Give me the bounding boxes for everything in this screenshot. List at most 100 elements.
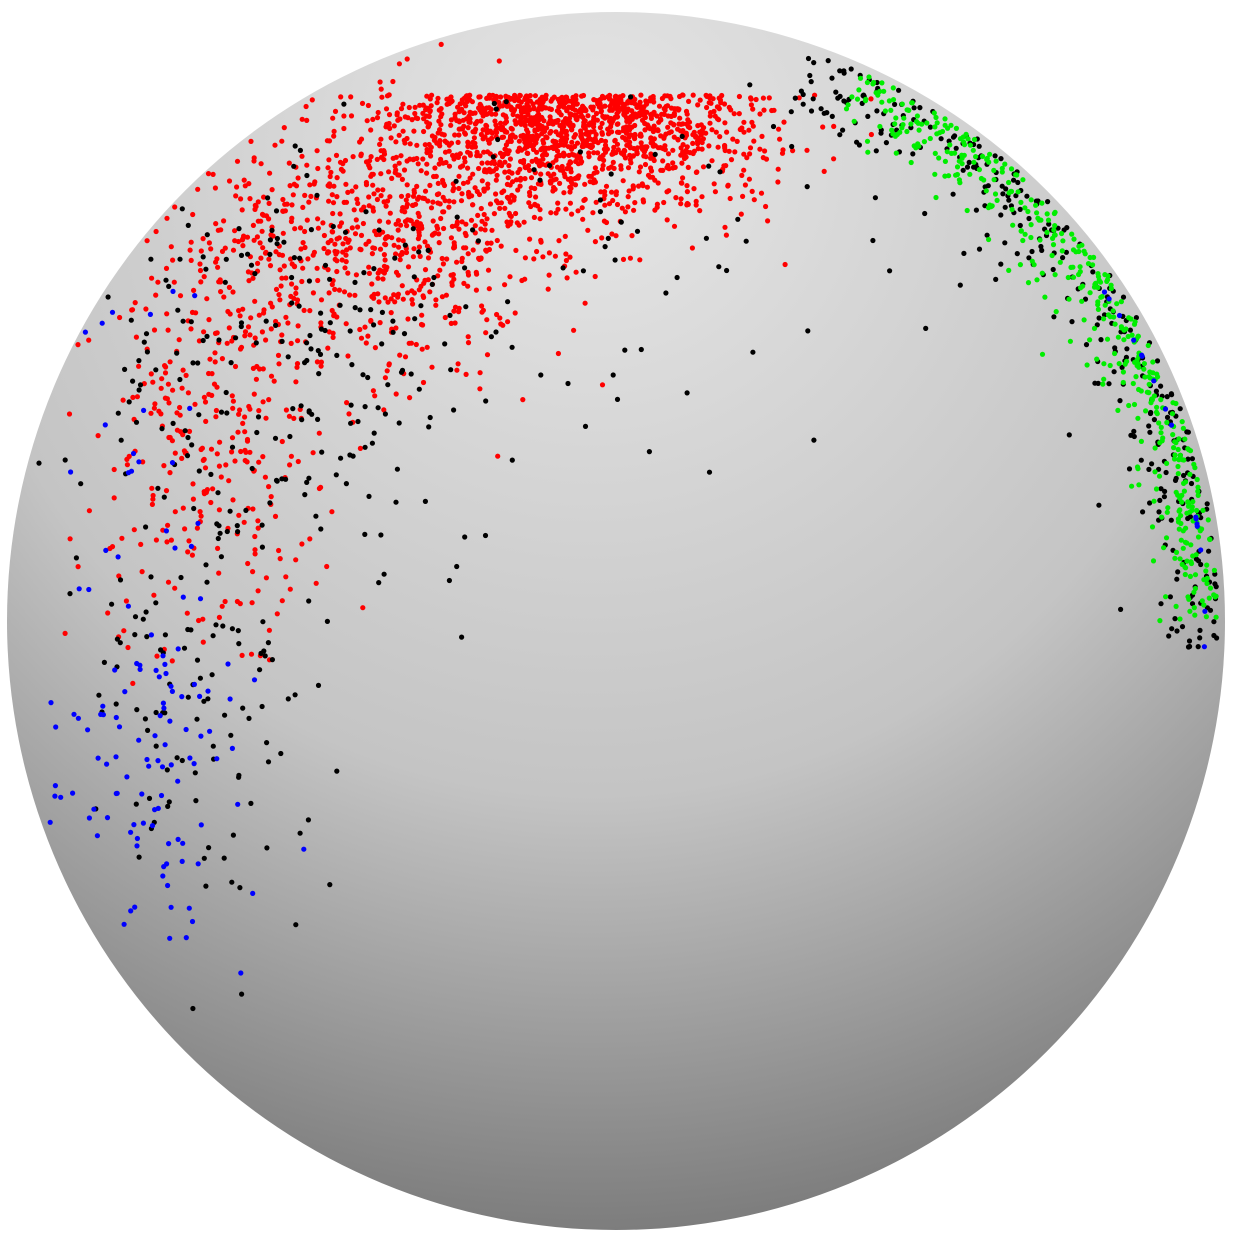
black-point bbox=[427, 414, 433, 421]
blue-point bbox=[180, 594, 186, 600]
green-point bbox=[1115, 334, 1121, 340]
black-point bbox=[365, 374, 371, 381]
black-point bbox=[1017, 222, 1023, 229]
red-point bbox=[502, 205, 508, 211]
red-point bbox=[295, 323, 301, 329]
black-point bbox=[538, 372, 544, 378]
red-point bbox=[508, 125, 514, 131]
red-point bbox=[602, 142, 609, 148]
red-point bbox=[525, 111, 531, 117]
black-point bbox=[1069, 319, 1075, 325]
red-point bbox=[691, 186, 697, 192]
red-point bbox=[155, 279, 161, 285]
red-point bbox=[242, 333, 248, 339]
red-point bbox=[742, 182, 749, 188]
red-point bbox=[138, 541, 144, 548]
black-point bbox=[285, 354, 291, 360]
black-point bbox=[491, 100, 497, 107]
red-point bbox=[734, 138, 740, 144]
red-point bbox=[354, 196, 360, 202]
black-point bbox=[1096, 315, 1102, 321]
black-point bbox=[315, 682, 322, 689]
red-point bbox=[543, 92, 549, 98]
red-point bbox=[255, 218, 261, 224]
green-point bbox=[919, 121, 925, 127]
black-point bbox=[291, 163, 297, 169]
black-point bbox=[137, 382, 144, 388]
red-point bbox=[609, 231, 615, 237]
red-point bbox=[242, 429, 248, 435]
green-point bbox=[1182, 539, 1189, 545]
red-point bbox=[246, 181, 252, 187]
black-point bbox=[908, 125, 914, 131]
red-point bbox=[741, 119, 747, 125]
black-point bbox=[287, 433, 293, 440]
red-point bbox=[218, 474, 224, 480]
red-point bbox=[263, 575, 269, 581]
red-point bbox=[567, 254, 573, 260]
black-point bbox=[1163, 469, 1169, 476]
black-point bbox=[220, 623, 226, 629]
red-point bbox=[641, 113, 648, 119]
red-point bbox=[274, 611, 280, 617]
red-point bbox=[383, 242, 389, 248]
black-point bbox=[1119, 364, 1125, 370]
red-point bbox=[332, 108, 339, 114]
black-point bbox=[1179, 624, 1186, 630]
red-point bbox=[613, 233, 619, 239]
red-point bbox=[182, 526, 188, 532]
blue-point bbox=[115, 554, 121, 560]
black-point bbox=[1213, 584, 1219, 590]
red-point bbox=[124, 462, 130, 468]
green-point bbox=[1018, 199, 1024, 205]
red-point bbox=[427, 289, 433, 295]
blue-point bbox=[146, 763, 152, 769]
black-point bbox=[390, 318, 396, 324]
black-point bbox=[174, 350, 180, 356]
black-point bbox=[227, 508, 233, 514]
black-point bbox=[597, 209, 604, 215]
red-point bbox=[496, 58, 502, 64]
red-point bbox=[611, 144, 617, 150]
red-point bbox=[516, 138, 523, 144]
red-point bbox=[438, 41, 444, 48]
red-point bbox=[760, 95, 767, 101]
green-point bbox=[1082, 251, 1088, 257]
red-point bbox=[569, 139, 575, 145]
red-point bbox=[405, 193, 411, 199]
red-point bbox=[513, 177, 520, 183]
blue-point bbox=[197, 693, 203, 700]
red-point bbox=[343, 199, 350, 205]
black-point bbox=[132, 632, 138, 638]
green-point bbox=[965, 136, 971, 142]
red-point bbox=[380, 187, 386, 193]
green-point bbox=[1181, 480, 1187, 486]
blue-point bbox=[1151, 378, 1157, 384]
red-point bbox=[337, 211, 343, 217]
red-point bbox=[437, 201, 443, 207]
red-point bbox=[534, 116, 541, 122]
red-point bbox=[462, 101, 468, 107]
red-point bbox=[289, 215, 295, 221]
black-point bbox=[982, 184, 988, 190]
red-point bbox=[302, 228, 308, 235]
blue-point bbox=[95, 755, 101, 761]
black-point bbox=[229, 444, 236, 450]
red-point bbox=[297, 225, 304, 231]
black-point bbox=[229, 879, 235, 885]
black-point bbox=[126, 399, 132, 405]
red-point bbox=[214, 451, 220, 457]
green-point bbox=[879, 99, 885, 105]
red-point bbox=[208, 446, 215, 452]
red-point bbox=[119, 535, 125, 541]
red-point bbox=[357, 326, 363, 333]
red-point bbox=[165, 522, 171, 528]
black-point bbox=[565, 380, 571, 387]
green-point bbox=[973, 154, 979, 160]
red-point bbox=[201, 274, 207, 280]
red-point bbox=[561, 142, 567, 148]
black-point bbox=[1124, 346, 1130, 352]
black-point bbox=[1118, 606, 1124, 613]
red-point bbox=[451, 244, 458, 250]
red-point bbox=[213, 221, 219, 227]
